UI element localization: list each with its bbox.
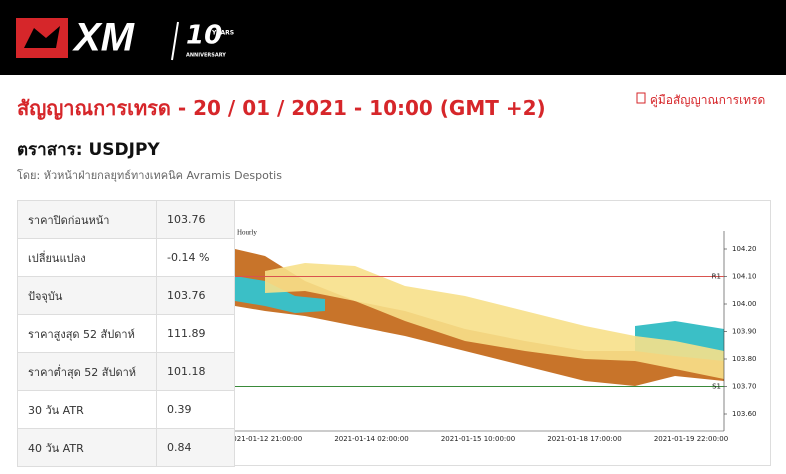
x-tick-label: 2021-01-18 17:00:00: [547, 435, 621, 443]
table-row: ปัจจุบัน 103.76: [17, 276, 235, 315]
stats-table: ราคาปิดก่อนหน้า 103.76 เปลี่ยนแปลง -0.14 % ป…: [17, 200, 235, 467]
instrument: ตราสาร: USDJPY: [17, 140, 160, 160]
cell-value: 103.76: [156, 276, 235, 315]
cell-label: 40 วัน ATR: [17, 428, 157, 467]
author: โดย: หัวหน้าฝ่ายกลยุทธ์ทางเทคนิค Avramis…: [17, 169, 282, 182]
table-row: ราคาต่ำสุด 52 สัปดาห์ 101.18: [17, 352, 235, 391]
chart-frame: Hourly 103.60 103.70 103.80 103.90 104.00 104…: [235, 200, 771, 466]
y-tick-label: 104.20: [732, 245, 757, 253]
level-label: S1: [712, 383, 721, 391]
y-tick-label: 103.70: [732, 383, 757, 391]
pdf-icon: [636, 92, 646, 104]
chart: Hourly 103.60 103.70 103.80 103.90 104.00 104…: [235, 229, 757, 443]
cell-label: 30 วัน ATR: [17, 390, 157, 429]
page-title: สัญญาณการเทรด - 20 / 01 / 2021 - 10:00 (…: [17, 96, 546, 120]
y-tick-label: 103.90: [732, 328, 757, 336]
cell-value: 111.89: [156, 314, 235, 353]
cell-value: 0.84: [156, 428, 235, 467]
y-tick-label: 104.10: [732, 273, 757, 281]
guide-link[interactable]: คู่มือสัญญาณการเทรด: [636, 91, 765, 110]
table-row: ราคาสูงสุด 52 สัปดาห์ 111.89: [17, 314, 235, 353]
y-tick-label: 104.00: [732, 300, 757, 308]
table-row: ราคาปิดก่อนหน้า 103.76: [17, 200, 235, 239]
cell-value: 0.39: [156, 390, 235, 429]
y-tick-label: 103.60: [732, 410, 757, 418]
chart-title: Hourly: [237, 229, 257, 237]
cell-label: ราคาปิดก่อนหน้า: [17, 200, 157, 239]
cell-label: ราคาต่ำสุด 52 สัปดาห์: [17, 352, 157, 391]
logo-text: XM: [72, 16, 136, 60]
logo-bull: [24, 26, 60, 48]
cloud-band: [265, 263, 724, 379]
cell-label: ราคาสูงสุด 52 สัปดาห์: [17, 314, 157, 353]
cell-value: 103.76: [156, 200, 235, 239]
anniversary-years: YEARS: [211, 30, 234, 37]
cell-value: -0.14 %: [156, 238, 235, 277]
x-tick-label: 2021-01-15 10:00:00: [441, 435, 515, 443]
level-label: R1: [712, 273, 721, 281]
y-tick-label: 103.80: [732, 355, 757, 363]
cell-value: 101.18: [156, 352, 235, 391]
x-tick-label: 2021-01-19 22:00:00: [654, 435, 728, 443]
cell-label: เปลี่ยนแปลง: [17, 238, 157, 277]
guide-link-text[interactable]: คู่มือสัญญาณการเทรด: [649, 93, 766, 107]
table-row: 40 วัน ATR 0.84: [17, 428, 235, 467]
x-tick-label: 2021-01-14 02:00:00: [334, 435, 408, 443]
anniversary-number: 10: [186, 21, 222, 51]
anniversary-word: ANNIVERSARY: [186, 53, 226, 59]
logo: XM 10 YEARS ANNIVERSARY: [16, 16, 234, 61]
cell-label: ปัจจุบัน: [17, 276, 157, 315]
x-tick-label: 2021-01-12 21:00:00: [235, 435, 302, 443]
table-row: 30 วัน ATR 0.39: [17, 390, 235, 429]
table-row: เปลี่ยนแปลง -0.14 %: [17, 238, 235, 277]
header: XM 10 YEARS ANNIVERSARY: [0, 0, 786, 75]
